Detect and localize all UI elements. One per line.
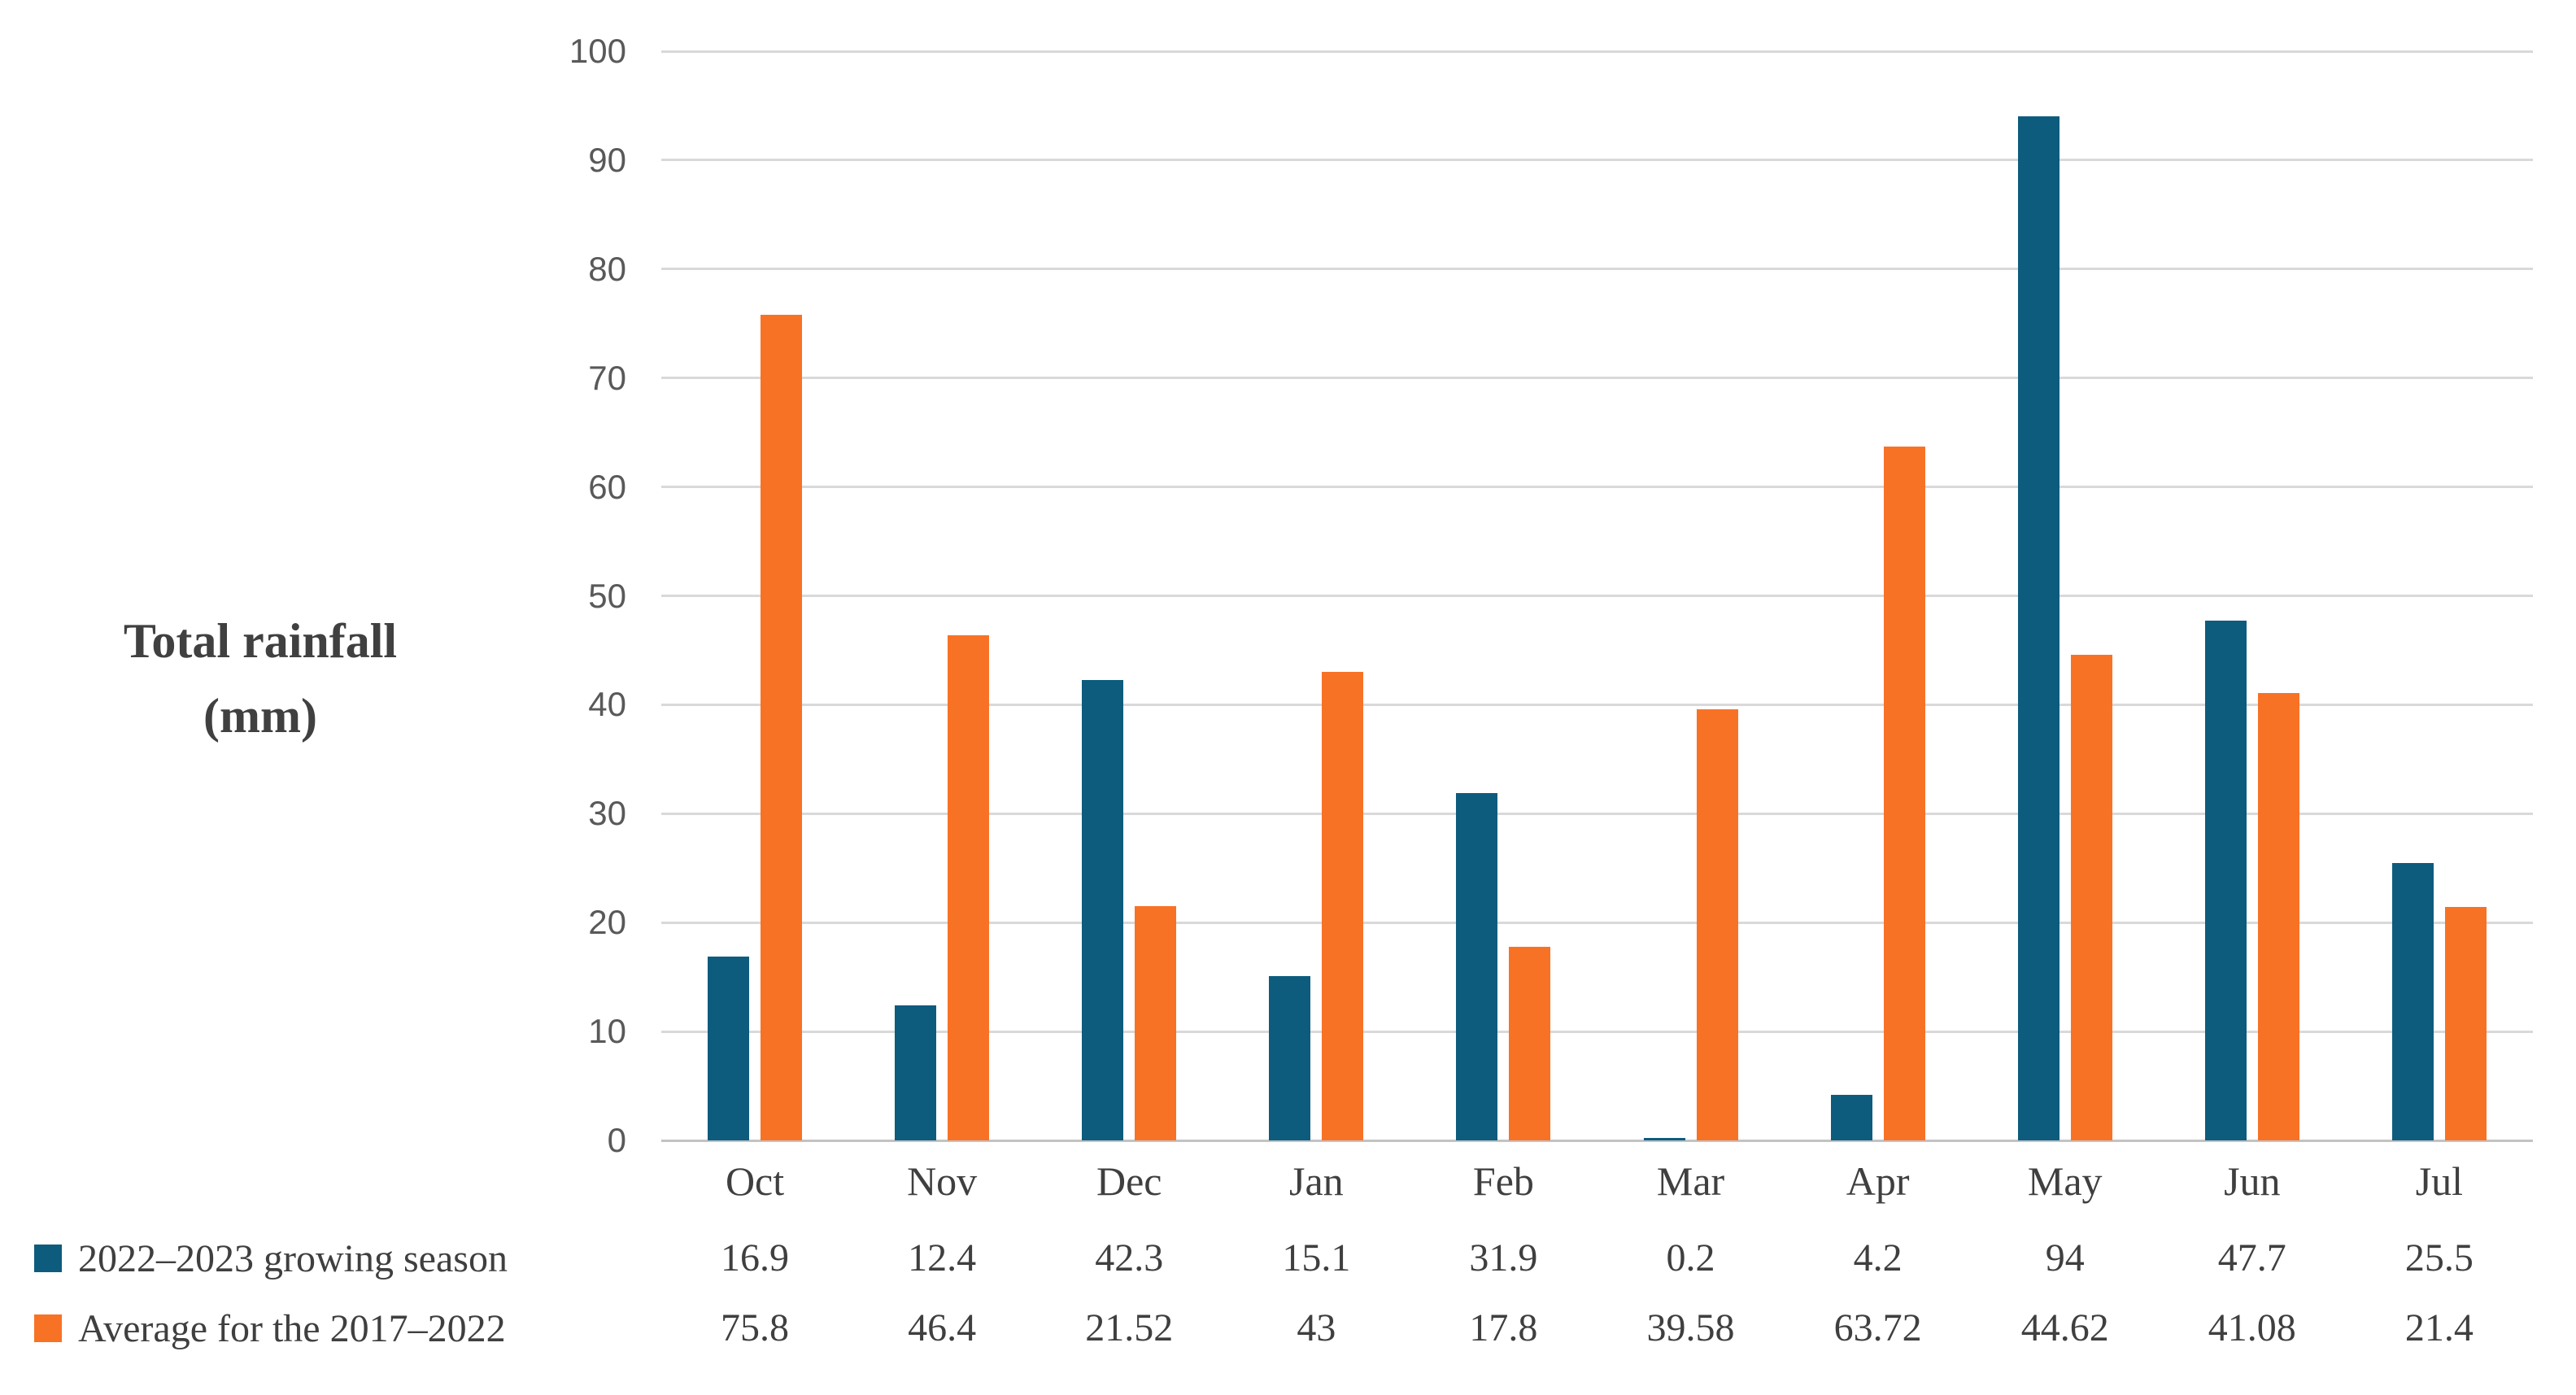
y-tick-label-20: 20 — [588, 903, 626, 942]
bar-apr-series1 — [1883, 446, 1925, 1140]
x-axis-label-jan: Jan — [1289, 1158, 1344, 1204]
x-axis-label-jun: Jun — [2224, 1158, 2281, 1204]
legend-label-average: Average for the 2017–2022 — [78, 1306, 506, 1350]
legend-entry-average: Average for the 2017–2022 — [34, 1303, 506, 1354]
gridline-50 — [661, 595, 2533, 597]
table-value-dec-series0: 42.3 — [1095, 1236, 1164, 1279]
category-slot-may — [1972, 51, 2159, 1140]
y-tick-label-70: 70 — [588, 358, 626, 397]
data-table-row-growing-season: 16.9 12.4 42.3 15.1 31.9 0.2 4.2 94 47.7 25.5 — [661, 1233, 2533, 1284]
gridline-30 — [661, 812, 2533, 815]
bar-may-series1 — [2070, 654, 2112, 1140]
category-slot-mar — [1597, 51, 1785, 1140]
bar-apr-series0 — [1830, 1094, 1872, 1140]
table-value-feb-series0: 31.9 — [1469, 1236, 1538, 1279]
bar-dec-series0 — [1082, 679, 1124, 1140]
x-axis-label-mar: Mar — [1656, 1158, 1725, 1204]
bar-jul-series1 — [2444, 907, 2487, 1140]
category-slot-jul — [2346, 51, 2533, 1140]
legend-entry-growing-season: 2022–2023 growing season — [34, 1233, 508, 1284]
bar-nov-series0 — [895, 1005, 937, 1140]
legend-swatch-growing-season — [34, 1245, 62, 1272]
y-axis-title-line1: Total rainfall — [123, 614, 398, 668]
category-slot-nov — [848, 51, 1035, 1140]
y-axis-title: Total rainfall (mm) — [65, 604, 455, 753]
gridline-20 — [661, 921, 2533, 924]
y-tick-label-30: 30 — [588, 794, 626, 833]
y-tick-label-60: 60 — [588, 467, 626, 506]
table-value-nov-series1: 46.4 — [908, 1306, 977, 1349]
legend-label-growing-season: 2022–2023 growing season — [78, 1236, 508, 1280]
category-slot-feb — [1410, 51, 1597, 1140]
gridline-100 — [661, 50, 2533, 53]
table-value-jun-series1: 41.08 — [2208, 1306, 2296, 1349]
y-axis-title-line2: (mm) — [203, 689, 317, 743]
data-table-row-average: 75.8 46.4 21.52 43 17.8 39.58 63.72 44.62 41.08 2… — [661, 1303, 2533, 1354]
table-value-dec-series1: 21.52 — [1085, 1306, 1174, 1349]
gridline-60 — [661, 486, 2533, 489]
x-axis-category-labels: Oct Nov Dec Jan Feb Mar Apr May Jun Jul — [661, 1156, 2533, 1206]
y-tick-label-50: 50 — [588, 576, 626, 615]
bar-feb-series1 — [1509, 946, 1551, 1140]
y-tick-label-10: 10 — [588, 1012, 626, 1051]
x-axis-label-may: May — [2027, 1158, 2103, 1204]
table-value-oct-series0: 16.9 — [721, 1236, 790, 1279]
bar-jul-series0 — [2391, 862, 2434, 1140]
x-axis-label-apr: Apr — [1846, 1158, 1910, 1204]
table-value-nov-series0: 12.4 — [908, 1236, 977, 1279]
x-axis-label-dec: Dec — [1096, 1158, 1162, 1204]
x-axis-label-jul: Jul — [2415, 1158, 2464, 1204]
x-axis-label-nov: Nov — [907, 1158, 978, 1204]
bar-jun-series1 — [2257, 692, 2299, 1140]
category-slot-oct — [661, 51, 848, 1140]
gridline-70 — [661, 377, 2533, 380]
bar-feb-series0 — [1456, 792, 1498, 1140]
gridline-80 — [661, 268, 2533, 271]
category-slot-jan — [1223, 51, 1410, 1140]
gridline-40 — [661, 703, 2533, 706]
y-tick-label-100: 100 — [569, 32, 626, 70]
bar-jan-series0 — [1269, 975, 1311, 1140]
y-tick-label-90: 90 — [588, 140, 626, 179]
bar-oct-series1 — [761, 315, 803, 1140]
category-slot-apr — [1785, 51, 1972, 1140]
table-value-feb-series1: 17.8 — [1469, 1306, 1538, 1349]
bar-nov-series1 — [948, 634, 990, 1140]
table-value-jan-series0: 15.1 — [1282, 1236, 1351, 1279]
bar-jun-series0 — [2204, 621, 2247, 1140]
table-value-oct-series1: 75.8 — [721, 1306, 790, 1349]
table-value-jul-series1: 21.4 — [2404, 1306, 2474, 1349]
y-tick-label-40: 40 — [588, 685, 626, 724]
x-axis-label-feb: Feb — [1472, 1158, 1534, 1204]
table-value-jan-series1: 43 — [1297, 1306, 1336, 1349]
table-value-apr-series0: 4.2 — [1853, 1236, 1903, 1279]
bar-mar-series0 — [1643, 1138, 1685, 1140]
plot-area — [661, 50, 2533, 1142]
y-tick-label-80: 80 — [588, 249, 626, 288]
bar-jan-series1 — [1322, 672, 1364, 1140]
y-axis-tick-labels: 100 90 80 70 60 50 40 30 20 10 0 — [0, 33, 626, 1158]
category-slot-jun — [2159, 51, 2346, 1140]
table-value-mar-series0: 0.2 — [1666, 1236, 1715, 1279]
gridline-90 — [661, 159, 2533, 162]
table-value-may-series1: 44.62 — [2020, 1306, 2109, 1349]
table-value-apr-series1: 63.72 — [1833, 1306, 1922, 1349]
x-axis-label-oct: Oct — [725, 1158, 785, 1204]
table-value-may-series0: 94 — [2045, 1236, 2085, 1279]
table-value-jul-series0: 25.5 — [2404, 1236, 2474, 1279]
table-value-mar-series1: 39.58 — [1646, 1306, 1735, 1349]
legend-swatch-average — [34, 1314, 62, 1342]
gridline-0 — [661, 1139, 2533, 1142]
table-value-jun-series0: 47.7 — [2217, 1236, 2286, 1279]
bar-dec-series1 — [1135, 905, 1177, 1140]
gridline-10 — [661, 1030, 2533, 1033]
bar-mar-series1 — [1696, 709, 1738, 1140]
category-slot-dec — [1035, 51, 1223, 1140]
bar-oct-series0 — [708, 956, 750, 1140]
bar-may-series0 — [2017, 116, 2059, 1140]
y-tick-label-0: 0 — [607, 1121, 626, 1159]
